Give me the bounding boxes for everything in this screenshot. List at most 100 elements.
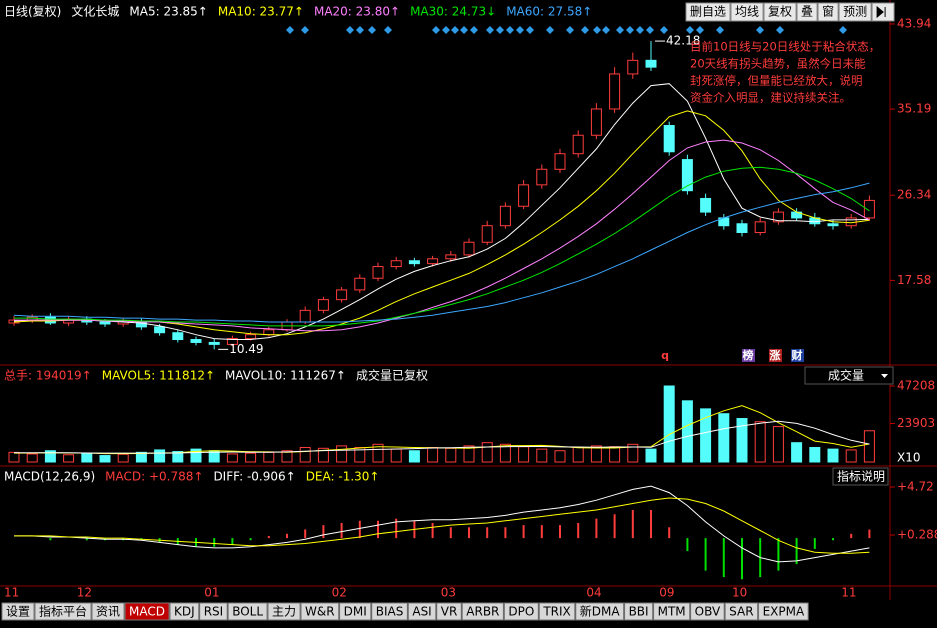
- tab[interactable]: TRIX: [542, 605, 570, 619]
- candle-body: [645, 59, 657, 68]
- help-box[interactable]: [832, 467, 889, 486]
- button-label[interactable]: 窗: [822, 5, 834, 19]
- volume-bar: [427, 447, 439, 463]
- volume-bar: [8, 451, 20, 463]
- button-bg[interactable]: [838, 2, 872, 22]
- tab[interactable]: BBI: [629, 605, 649, 619]
- event-badge: 财: [791, 348, 803, 362]
- tab-bg[interactable]: [653, 602, 691, 621]
- tab-bg[interactable]: [371, 602, 408, 621]
- button-label[interactable]: 预测: [843, 5, 867, 19]
- tab[interactable]: 指标平台: [39, 604, 87, 619]
- tab-bg[interactable]: [575, 602, 625, 621]
- candle-body: [663, 125, 675, 153]
- tab-bg[interactable]: [91, 602, 125, 621]
- y-tick-label: 47208: [897, 379, 935, 393]
- event-marker: [616, 26, 624, 34]
- tab-bg[interactable]: [461, 602, 504, 621]
- tab[interactable]: DMI: [344, 605, 367, 619]
- toolbar-button[interactable]: 复权: [763, 2, 797, 22]
- volume-bar: [135, 451, 147, 463]
- event-marker: [626, 26, 634, 34]
- button-bg[interactable]: [817, 2, 839, 22]
- button-label[interactable]: 均线: [735, 5, 759, 19]
- tab-bg[interactable]: [267, 602, 301, 621]
- event-marker: [696, 26, 704, 34]
- tab-bg[interactable]: [724, 602, 759, 621]
- tab[interactable]: 新DMA: [580, 604, 621, 619]
- candle-body: [736, 223, 748, 234]
- x-tick-label: 02: [332, 586, 347, 600]
- ma-line: [13, 83, 870, 340]
- x-tick-label: 09: [659, 586, 674, 600]
- tab-bg[interactable]: [407, 602, 437, 621]
- toolbar-button[interactable]: 删自选: [685, 2, 731, 22]
- volume-bar: [26, 453, 38, 463]
- tab[interactable]: DPO: [508, 605, 534, 619]
- legend-item: 成交量已复权: [356, 368, 428, 383]
- tab[interactable]: SAR: [729, 605, 753, 619]
- tab-bg[interactable]: [538, 602, 576, 621]
- button-bg[interactable]: [796, 2, 818, 22]
- volume-bar: [317, 447, 329, 463]
- tab-bg[interactable]: [758, 602, 809, 621]
- x-tick-label: 04: [586, 586, 601, 600]
- candle-body: [317, 299, 329, 311]
- tab[interactable]: W&R: [305, 605, 335, 619]
- tab-bg[interactable]: [169, 602, 200, 621]
- tab[interactable]: 设置: [6, 605, 30, 619]
- tab[interactable]: RSI: [204, 605, 224, 619]
- toolbar-button[interactable]: 叠: [796, 2, 818, 22]
- button-bg[interactable]: [763, 2, 797, 22]
- event-marker: [686, 26, 694, 34]
- button-label[interactable]: 叠: [801, 5, 813, 19]
- tab[interactable]: MACD: [129, 605, 165, 619]
- selector-box[interactable]: [804, 366, 894, 385]
- selector[interactable]: 成交量: [828, 368, 864, 383]
- volume-bar: [245, 452, 257, 463]
- help-button[interactable]: 指标说明: [837, 469, 885, 484]
- tab[interactable]: ASI: [412, 605, 431, 619]
- toolbar-button[interactable]: 均线: [730, 2, 764, 22]
- tab-bg[interactable]: [124, 602, 170, 621]
- candle-body: [463, 241, 475, 256]
- event-marker: [581, 26, 589, 34]
- button-label[interactable]: 删自选: [690, 5, 726, 19]
- button-bg[interactable]: [730, 2, 764, 22]
- tab[interactable]: MTM: [658, 605, 686, 619]
- tab[interactable]: VR: [441, 605, 458, 619]
- tab-bg[interactable]: [436, 602, 462, 621]
- tab-bg[interactable]: [300, 602, 340, 621]
- marker-box: [742, 349, 755, 362]
- tab-bg[interactable]: [199, 602, 228, 621]
- annotation: 资金介入明显，建议持续关注。: [690, 91, 851, 105]
- tab-bg[interactable]: [690, 602, 725, 621]
- tab[interactable]: BIAS: [376, 605, 404, 619]
- legend-item: MA10: 23.77↑: [218, 5, 304, 19]
- dropdown-arrow[interactable]: [881, 374, 888, 378]
- event-marker: [460, 26, 468, 34]
- button-bg[interactable]: [685, 2, 731, 22]
- tab-bg[interactable]: [503, 602, 539, 621]
- tab-bg[interactable]: [339, 602, 372, 621]
- tab[interactable]: OBV: [695, 605, 721, 619]
- tab[interactable]: EXPMA: [763, 605, 805, 619]
- tab-bg[interactable]: [227, 602, 268, 621]
- tab[interactable]: BOLL: [232, 605, 263, 619]
- tab[interactable]: ARBR: [466, 605, 499, 619]
- candle-body: [190, 339, 202, 343]
- tab-bg[interactable]: [34, 602, 92, 621]
- legend-item: 总手: 194019↑: [4, 369, 92, 383]
- candle-body: [427, 258, 439, 265]
- toolbar-button[interactable]: 预测: [838, 2, 872, 22]
- tab[interactable]: 主力: [272, 605, 296, 619]
- toolbar-button[interactable]: 窗: [817, 2, 839, 22]
- volume-bar: [700, 408, 712, 463]
- tab[interactable]: KDJ: [174, 605, 195, 619]
- tab[interactable]: 资讯: [96, 605, 120, 619]
- tab-bg[interactable]: [624, 602, 654, 621]
- ma-line: [13, 182, 870, 323]
- tab-bg[interactable]: [1, 602, 35, 621]
- candle-body: [772, 211, 784, 223]
- button-label[interactable]: 复权: [768, 5, 792, 19]
